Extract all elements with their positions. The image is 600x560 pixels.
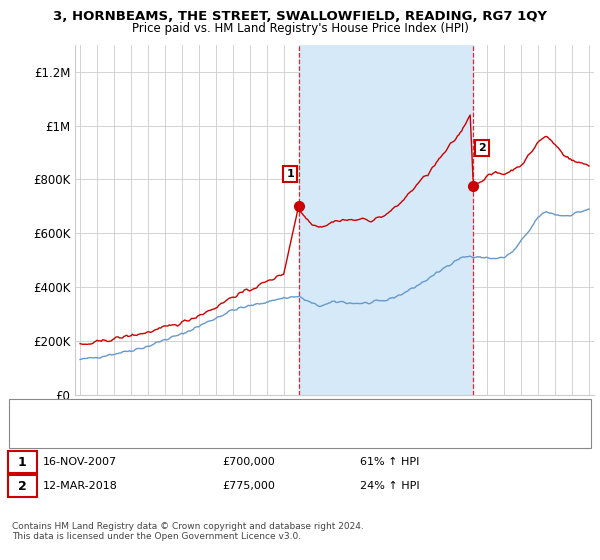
Text: 1: 1 (286, 169, 294, 179)
Text: 2: 2 (478, 143, 486, 153)
Text: 16-NOV-2007: 16-NOV-2007 (43, 457, 117, 467)
Text: 61% ↑ HPI: 61% ↑ HPI (360, 457, 419, 467)
Text: 12-MAR-2018: 12-MAR-2018 (43, 481, 118, 491)
Bar (299, 45, 473, 395)
Text: 3, HORNBEAMS, THE STREET, SWALLOWFIELD, READING, RG7 1QY (detached house): 3, HORNBEAMS, THE STREET, SWALLOWFIELD, … (57, 407, 498, 417)
Text: 3, HORNBEAMS, THE STREET, SWALLOWFIELD, READING, RG7 1QY: 3, HORNBEAMS, THE STREET, SWALLOWFIELD, … (53, 10, 547, 23)
Text: Price paid vs. HM Land Registry's House Price Index (HPI): Price paid vs. HM Land Registry's House … (131, 22, 469, 35)
Text: 24% ↑ HPI: 24% ↑ HPI (360, 481, 419, 491)
Text: 1: 1 (18, 455, 26, 469)
Text: Contains HM Land Registry data © Crown copyright and database right 2024.
This d: Contains HM Land Registry data © Crown c… (12, 522, 364, 542)
Text: HPI: Average price, detached house, Wokingham: HPI: Average price, detached house, Woki… (57, 424, 311, 434)
Text: 2: 2 (18, 479, 26, 493)
Text: £775,000: £775,000 (222, 481, 275, 491)
Text: £700,000: £700,000 (222, 457, 275, 467)
